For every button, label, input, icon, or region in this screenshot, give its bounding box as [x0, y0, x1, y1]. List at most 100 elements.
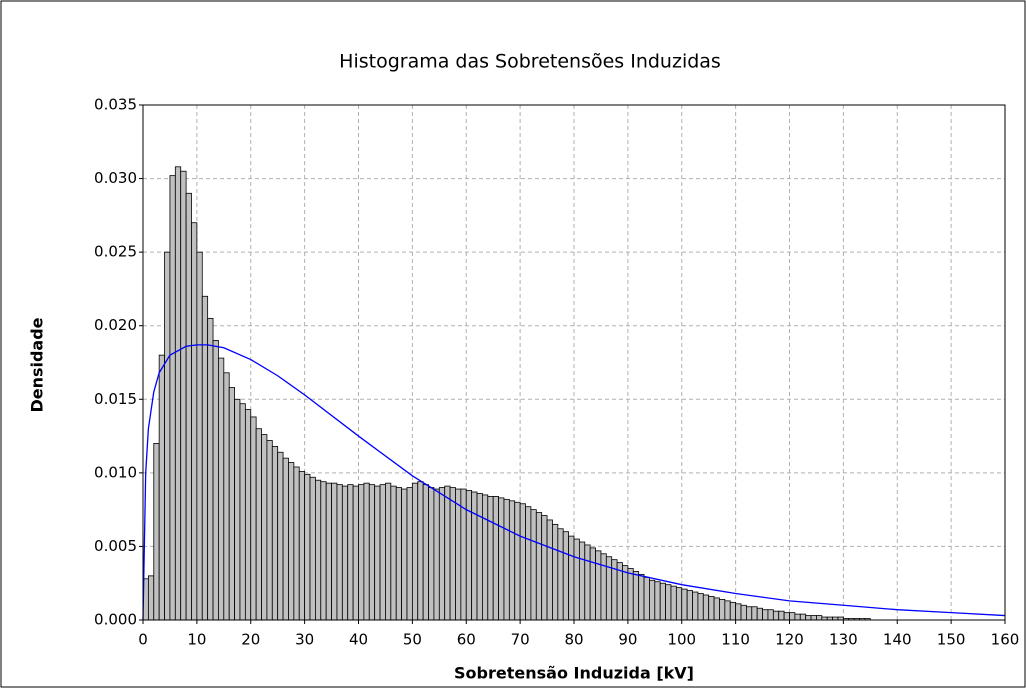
- x-tick-label: 20: [241, 631, 260, 649]
- bar: [347, 484, 354, 621]
- bar: [239, 403, 246, 621]
- bar: [552, 523, 559, 621]
- bar: [654, 581, 661, 621]
- bar: [778, 610, 785, 621]
- x-tick-label: 0: [138, 631, 148, 649]
- plot-border: [142, 104, 1006, 621]
- bar: [810, 615, 817, 621]
- bar: [180, 170, 187, 621]
- x-tick-label: 60: [457, 631, 476, 649]
- bar: [266, 440, 273, 621]
- bar: [277, 451, 284, 621]
- bar: [390, 485, 397, 621]
- bar: [643, 576, 650, 621]
- bar: [471, 491, 478, 621]
- bar: [659, 582, 666, 621]
- bar: [799, 613, 807, 621]
- x-axis-label: Sobretensão Induzida [kV]: [454, 664, 694, 683]
- bar: [589, 547, 596, 621]
- bar: [406, 487, 413, 621]
- bar: [309, 476, 316, 621]
- y-tick-label: 0.020: [94, 316, 137, 334]
- bar: [816, 615, 823, 621]
- bar: [261, 434, 268, 621]
- bar: [352, 485, 359, 621]
- bar: [455, 488, 462, 621]
- x-tick-label: 130: [829, 631, 858, 649]
- bar: [713, 597, 720, 621]
- bar: [147, 575, 155, 621]
- bar: [228, 387, 235, 621]
- y-tick-label: 0.025: [94, 243, 137, 261]
- bar: [686, 590, 693, 621]
- bar: [325, 482, 332, 621]
- bar: [675, 587, 683, 621]
- bar: [794, 613, 801, 621]
- bar: [702, 594, 710, 621]
- bar: [476, 493, 483, 621]
- bar: [395, 487, 402, 621]
- bar: [719, 599, 726, 621]
- bar: [449, 487, 456, 621]
- x-tick-label: 30: [295, 631, 314, 649]
- y-tick-label: 0.035: [94, 96, 137, 114]
- x-tick-label: 110: [721, 631, 750, 649]
- bar: [255, 428, 262, 621]
- bar: [293, 466, 300, 621]
- bar: [314, 479, 322, 621]
- bar: [363, 482, 370, 621]
- x-tick-label: 40: [349, 631, 368, 649]
- x-tick-label: 80: [564, 631, 583, 649]
- bar: [271, 445, 279, 621]
- bar: [519, 503, 526, 621]
- bar: [374, 485, 381, 621]
- bar: [368, 484, 376, 621]
- bar: [783, 612, 790, 621]
- bar: [514, 501, 521, 621]
- bar: [331, 482, 338, 621]
- bar: [762, 609, 769, 621]
- bar: [169, 175, 176, 621]
- bar: [573, 538, 580, 621]
- y-axis-label: Densidade: [28, 317, 47, 412]
- bar: [600, 553, 607, 621]
- bar: [508, 500, 516, 621]
- bar: [196, 251, 203, 621]
- bar: [417, 481, 424, 621]
- bar: [482, 494, 489, 621]
- x-tick-label: 150: [937, 631, 966, 649]
- bar: [562, 531, 570, 621]
- x-tick-label: 100: [667, 631, 696, 649]
- bar: [218, 357, 225, 621]
- bar: [632, 571, 640, 621]
- y-tick-label: 0.030: [94, 169, 137, 187]
- bar: [385, 482, 392, 621]
- bar: [288, 462, 295, 621]
- bar: [729, 601, 737, 621]
- bar: [595, 550, 602, 621]
- x-tick-label: 120: [775, 631, 804, 649]
- bar: [401, 488, 408, 621]
- bar: [740, 604, 747, 621]
- bar: [546, 519, 553, 621]
- bar: [649, 579, 656, 621]
- bar: [767, 609, 774, 621]
- x-tick-label: 90: [618, 631, 637, 649]
- bar: [724, 600, 731, 621]
- bar: [627, 568, 634, 621]
- bar: [428, 487, 435, 621]
- bar: [789, 612, 796, 621]
- bar: [498, 497, 505, 621]
- bar: [444, 485, 451, 621]
- bar: [692, 591, 699, 621]
- bar: [665, 584, 672, 621]
- bar: [244, 409, 252, 621]
- bar: [320, 481, 327, 621]
- bar: [578, 541, 586, 621]
- bar: [708, 596, 715, 621]
- bar: [638, 573, 645, 621]
- bar: [438, 487, 446, 621]
- x-tick-label: 70: [511, 631, 530, 649]
- bar: [158, 354, 165, 621]
